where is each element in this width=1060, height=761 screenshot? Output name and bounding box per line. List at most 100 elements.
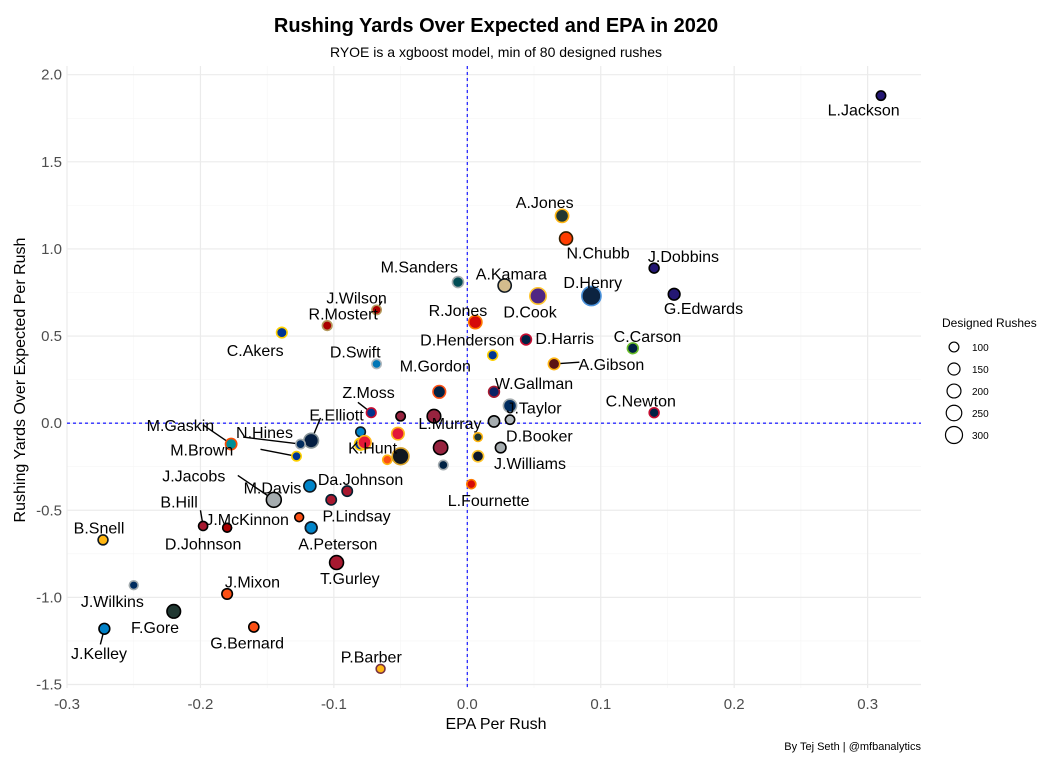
data-point xyxy=(875,90,887,102)
data-point xyxy=(325,493,338,506)
point-label: L.Murray xyxy=(418,416,481,433)
data-point xyxy=(547,357,561,371)
point-label: D.Swift xyxy=(330,345,381,362)
point-label: D.Booker xyxy=(506,428,573,445)
data-point xyxy=(648,262,660,274)
data-point xyxy=(357,434,372,450)
point-label: M.Gaskin xyxy=(147,418,215,435)
data-point xyxy=(303,432,320,449)
point-label: J.Kelley xyxy=(71,646,127,663)
point-label: J.McKinnon xyxy=(205,512,289,529)
data-point xyxy=(97,534,109,546)
data-point xyxy=(529,286,548,306)
point-label: C.Newton xyxy=(606,394,676,411)
leader-line xyxy=(260,448,297,457)
data-point xyxy=(558,231,574,246)
data-point xyxy=(221,522,233,533)
legend-label: 200 xyxy=(972,387,989,398)
legend-label: 300 xyxy=(972,431,989,442)
point-label: G.Bernard xyxy=(210,636,284,653)
data-point xyxy=(295,438,306,450)
legend-key-circle xyxy=(944,425,964,445)
data-point xyxy=(247,621,260,633)
data-point xyxy=(487,415,501,428)
leader-line xyxy=(243,436,301,445)
data-point xyxy=(265,491,283,509)
data-point xyxy=(341,485,354,498)
data-point xyxy=(304,521,318,535)
y-tick-label: -1.5 xyxy=(36,677,62,694)
legend-key-circle xyxy=(946,383,962,399)
legend-label: 250 xyxy=(972,409,989,420)
x-axis-ticks: -0.3 -0.2 -0.1 0.0 0.1 0.2 0.3 xyxy=(54,696,878,713)
point-labels: L.Jackson A.Jones N.Chubb J.Dobbins G.Edward… xyxy=(71,103,900,667)
x-tick-label: 0.3 xyxy=(857,696,878,713)
point-label: M.Sanders xyxy=(381,259,458,276)
point-label: M.Gordon xyxy=(400,359,471,376)
point-label: J.Williams xyxy=(494,456,566,473)
point-label: P.Barber xyxy=(341,650,403,667)
y-axis-title: Rushing Yards Over Expected Per Rush xyxy=(12,238,29,523)
data-point xyxy=(197,520,209,532)
point-label: N.Chubb xyxy=(567,245,630,262)
point-label: A.Kamara xyxy=(476,266,547,283)
data-point xyxy=(224,437,238,451)
point-label: J.Mixon xyxy=(225,575,280,592)
data-point xyxy=(519,333,533,346)
data-point xyxy=(371,358,383,370)
data-point xyxy=(426,408,442,424)
y-tick-label: 0.5 xyxy=(41,328,62,345)
x-tick-label: -0.1 xyxy=(321,696,347,713)
point-label: J.Wilson xyxy=(326,291,386,308)
data-point xyxy=(371,304,383,316)
data-point xyxy=(321,320,333,332)
data-point xyxy=(365,407,377,419)
data-point xyxy=(293,512,305,523)
chart-caption: By Tej Seth | @mfbanalytics xyxy=(784,741,921,753)
data-point xyxy=(467,314,483,330)
point-label: B.Hill xyxy=(160,495,197,512)
point-label: K.Hunt xyxy=(348,441,397,458)
chart-subtitle: RYOE is a xgboost model, min of 80 desig… xyxy=(330,44,662,60)
legend-key-circle xyxy=(947,362,961,376)
point-label: D.Henry xyxy=(563,275,622,292)
y-tick-label: -0.5 xyxy=(36,502,62,519)
point-label: L.Jackson xyxy=(828,103,900,120)
data-point xyxy=(166,603,182,619)
point-label: D.Cook xyxy=(503,305,557,322)
point-label: C.Carson xyxy=(614,329,682,346)
point-label: Da.Johnson xyxy=(318,472,403,489)
data-point xyxy=(381,454,393,466)
point-label: D.Harris xyxy=(535,331,594,348)
y-tick-label: 0.0 xyxy=(41,415,62,432)
data-points xyxy=(97,90,887,675)
data-point xyxy=(375,663,386,675)
point-label: G.Edwards xyxy=(664,301,743,318)
data-point xyxy=(391,447,410,466)
data-point xyxy=(432,384,447,399)
data-point xyxy=(648,406,660,419)
point-label: M.Brown xyxy=(170,442,233,459)
data-point xyxy=(667,287,681,301)
data-point xyxy=(626,342,639,355)
data-point xyxy=(221,587,234,600)
data-point xyxy=(451,275,465,289)
point-label: A.Peterson xyxy=(298,536,377,553)
data-point xyxy=(395,410,407,422)
point-label: M.Davis xyxy=(244,481,302,498)
data-point xyxy=(303,479,317,493)
y-tick-label: 2.0 xyxy=(41,67,62,84)
legend-title: Designed Rushes xyxy=(942,316,1037,330)
x-tick-label: 0.0 xyxy=(457,696,478,713)
point-label: J.Wilkins xyxy=(81,594,144,611)
point-label: R.Mostert xyxy=(309,306,379,323)
data-point xyxy=(504,414,516,426)
data-point xyxy=(98,622,111,635)
size-legend: Designed Rushes 100 150 200 250 300 xyxy=(942,316,1037,445)
data-point xyxy=(497,278,513,293)
data-point xyxy=(275,326,288,339)
data-point xyxy=(486,349,499,361)
point-label: J.Taylor xyxy=(506,400,562,417)
point-label: J.Dobbins xyxy=(648,249,719,266)
